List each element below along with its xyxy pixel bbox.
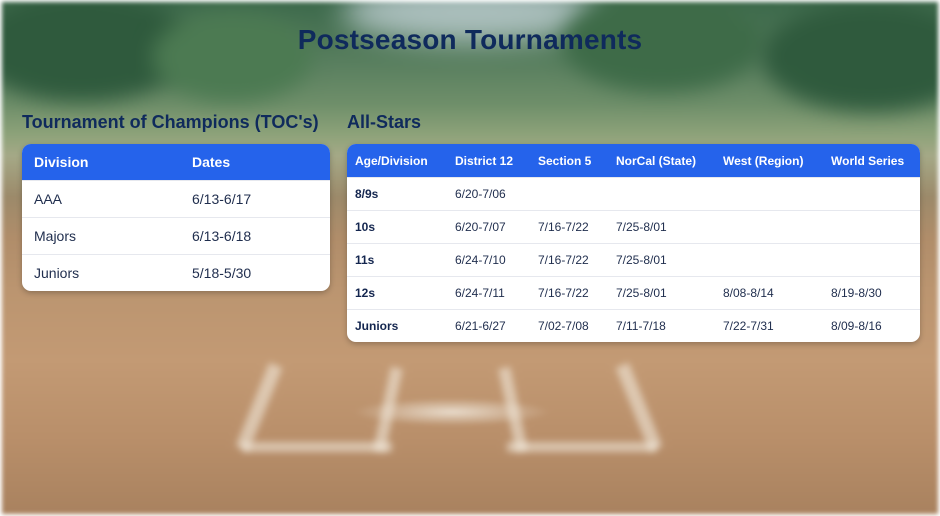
date-cell: 7/22-7/31 xyxy=(715,309,823,342)
toc-heading: Tournament of Champions (TOC's) xyxy=(22,112,319,132)
column-header-division: Division xyxy=(22,144,180,181)
date-cell: 6/20-7/06 xyxy=(447,177,530,211)
date-cell: 7/11-7/18 xyxy=(608,309,715,342)
date-cell: 6/20-7/07 xyxy=(447,210,530,244)
date-cell: 6/21-6/27 xyxy=(447,309,530,342)
date-cell: 8/08-8/14 xyxy=(715,276,823,310)
column-header-west-region: West (Region) xyxy=(715,144,823,178)
date-cell: 7/16-7/22 xyxy=(530,276,608,310)
date-cell xyxy=(823,243,920,277)
date-cell: 7/16-7/22 xyxy=(530,243,608,277)
date-cell xyxy=(823,210,920,244)
allstars-table-card: Age/Division District 12 Section 5 NorCa… xyxy=(347,144,920,342)
column-header-section-5: Section 5 xyxy=(530,144,608,178)
toc-header-row: Division Dates xyxy=(22,144,330,181)
allstars-header-row: Age/Division District 12 Section 5 NorCa… xyxy=(347,144,920,178)
date-cell xyxy=(823,177,920,211)
date-cell: 7/25-8/01 xyxy=(608,210,715,244)
table-row: 8/9s 6/20-7/06 xyxy=(347,177,920,211)
date-cell xyxy=(715,210,823,244)
date-cell xyxy=(608,177,715,211)
allstars-heading: All-Stars xyxy=(347,112,422,132)
table-row: Juniors 5/18-5/30 xyxy=(22,254,330,291)
toc-division-cell: Juniors xyxy=(22,254,180,291)
toc-table: Division Dates AAA 6/13-6/17 Majors 6/13… xyxy=(22,144,330,291)
date-cell: 8/19-8/30 xyxy=(823,276,920,310)
allstars-table: Age/Division District 12 Section 5 NorCa… xyxy=(347,144,920,342)
date-cell: 7/25-8/01 xyxy=(608,276,715,310)
table-row: AAA 6/13-6/17 xyxy=(22,180,330,218)
date-cell: 8/09-8/16 xyxy=(823,309,920,342)
date-cell: 6/24-7/10 xyxy=(447,243,530,277)
date-cell xyxy=(715,177,823,211)
column-header-age-division: Age/Division xyxy=(347,144,447,178)
table-row: Majors 6/13-6/18 xyxy=(22,217,330,255)
age-division-cell: Juniors xyxy=(347,309,447,342)
column-header-district-12: District 12 xyxy=(447,144,530,178)
table-row: 11s 6/24-7/10 7/16-7/22 7/25-8/01 xyxy=(347,243,920,277)
toc-table-card: Division Dates AAA 6/13-6/17 Majors 6/13… xyxy=(22,144,330,291)
table-row: 12s 6/24-7/11 7/16-7/22 7/25-8/01 8/08-8… xyxy=(347,276,920,310)
toc-dates-cell: 6/13-6/18 xyxy=(180,217,330,255)
date-cell: 7/16-7/22 xyxy=(530,210,608,244)
toc-dates-cell: 6/13-6/17 xyxy=(180,180,330,218)
date-cell: 7/02-7/08 xyxy=(530,309,608,342)
column-header-norcal-state: NorCal (State) xyxy=(608,144,715,178)
page-title: Postseason Tournaments xyxy=(297,24,643,55)
column-header-dates: Dates xyxy=(180,144,330,181)
table-row: Juniors 6/21-6/27 7/02-7/08 7/11-7/18 7/… xyxy=(347,309,920,342)
date-cell xyxy=(715,243,823,277)
table-row: 10s 6/20-7/07 7/16-7/22 7/25-8/01 xyxy=(347,210,920,244)
toc-dates-cell: 5/18-5/30 xyxy=(180,254,330,291)
toc-division-cell: AAA xyxy=(22,180,180,218)
date-cell: 6/24-7/11 xyxy=(447,276,530,310)
age-division-cell: 12s xyxy=(347,276,447,310)
date-cell: 7/25-8/01 xyxy=(608,243,715,277)
age-division-cell: 10s xyxy=(347,210,447,244)
column-header-world-series: World Series xyxy=(823,144,920,178)
date-cell xyxy=(530,177,608,211)
toc-division-cell: Majors xyxy=(22,217,180,255)
age-division-cell: 11s xyxy=(347,243,447,277)
age-division-cell: 8/9s xyxy=(347,177,447,211)
